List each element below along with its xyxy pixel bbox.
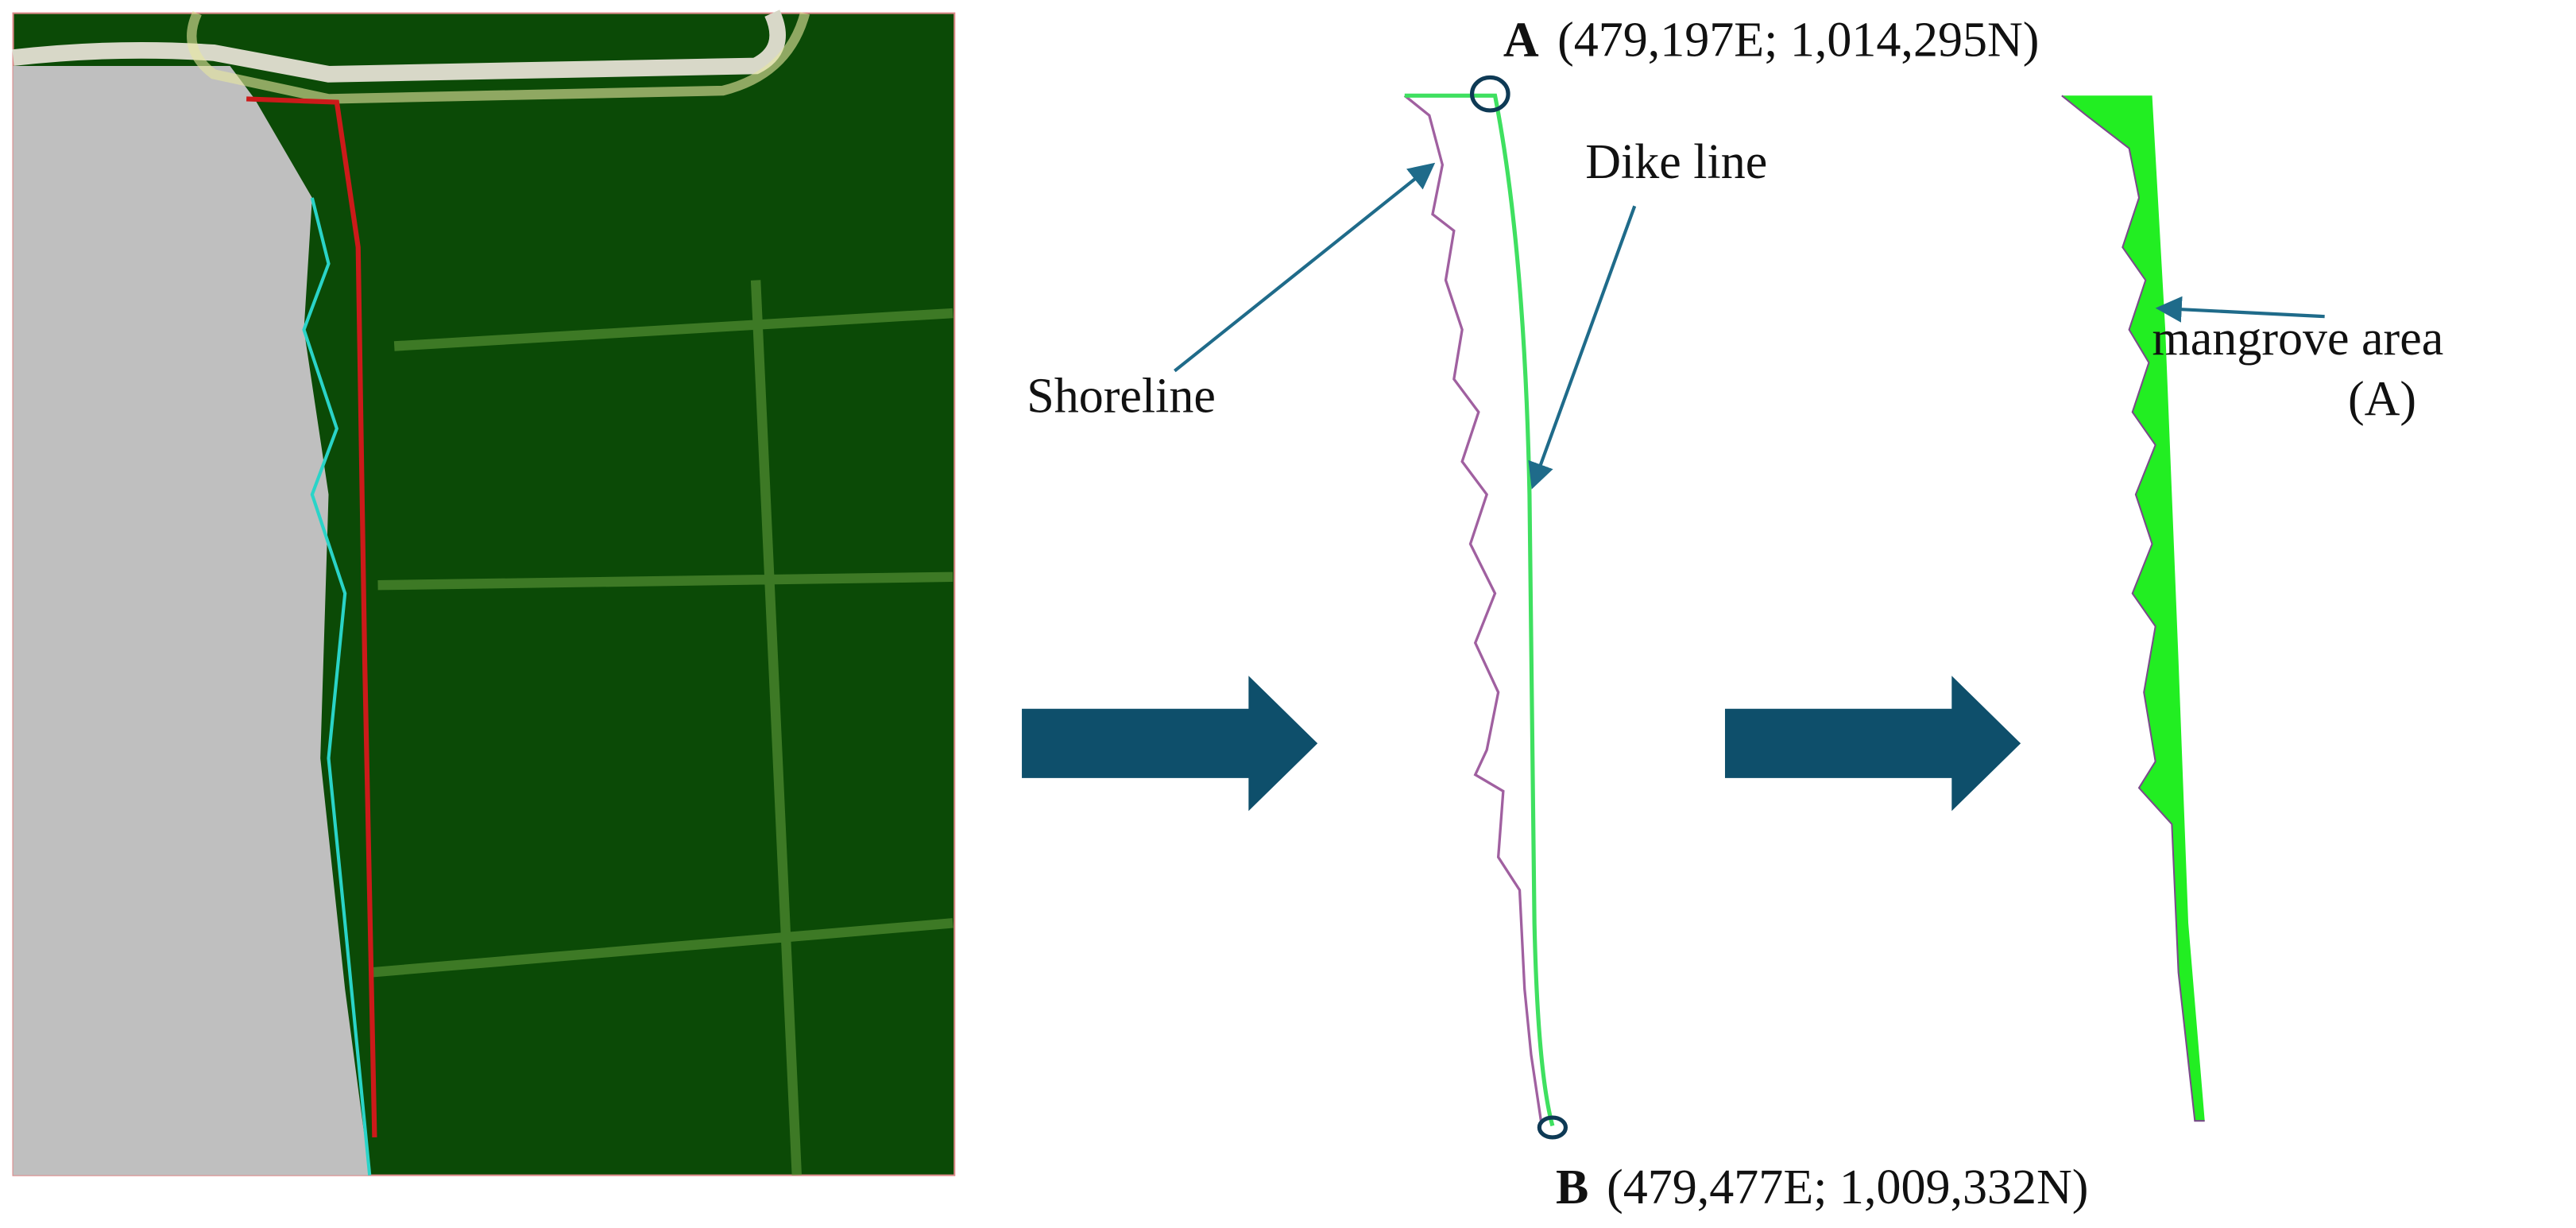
flow-arrow — [1022, 676, 1318, 812]
line-diagram — [1174, 75, 1637, 1140]
point-a-coords: (479,197E; 1,014,295N) — [1557, 13, 2039, 67]
flow-arrow — [1724, 676, 2021, 812]
shoreline-label: Shoreline — [1027, 369, 1216, 423]
point-a-letter: A — [1503, 13, 1539, 67]
satellite-image — [12, 10, 956, 1176]
mangrove-id: (A) — [2348, 373, 2416, 427]
dike-line-label: Dike line — [1585, 135, 1767, 189]
point-b-letter: B — [1556, 1160, 1588, 1214]
point-b-coords: (479,477E; 1,009,332N) — [1607, 1160, 2088, 1214]
mangrove-diagram — [2061, 95, 2325, 1122]
mangrove-label: mangrove area — [2152, 312, 2444, 366]
